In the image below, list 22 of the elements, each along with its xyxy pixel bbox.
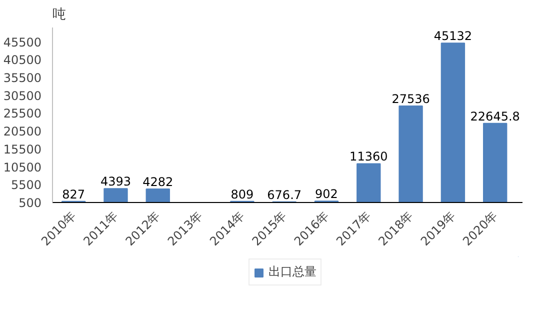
data-label: 676.7 [267, 188, 302, 202]
data-label: 4393 [100, 174, 132, 189]
y-tick-label: 30500 [3, 88, 42, 103]
data-label: 809 [230, 187, 254, 202]
y-tick-label: 40500 [3, 53, 42, 68]
y-tick-label: 20500 [3, 124, 42, 139]
y-tick-label: 5500 [10, 178, 42, 192]
data-label: 11360 [350, 150, 388, 164]
data-label: 902 [315, 187, 338, 202]
y-tick-label: 10500 [3, 160, 42, 174]
data-label: 22645.8 [470, 109, 520, 124]
y-tick-label: 500 [18, 196, 42, 210]
data-label: 45132 [434, 29, 472, 44]
y-tick-label: 15500 [3, 142, 42, 156]
y-tick-label: 45500 [3, 35, 42, 50]
data-label: 827 [62, 187, 86, 202]
y-tick-label: 35500 [3, 71, 42, 85]
legend-label: 出口总量 [268, 264, 316, 280]
y-axis-title: 吨 [52, 8, 66, 22]
y-tick-label: 25500 [3, 106, 42, 121]
data-label: 4282 [142, 174, 174, 189]
data-label: 27536 [392, 92, 430, 106]
